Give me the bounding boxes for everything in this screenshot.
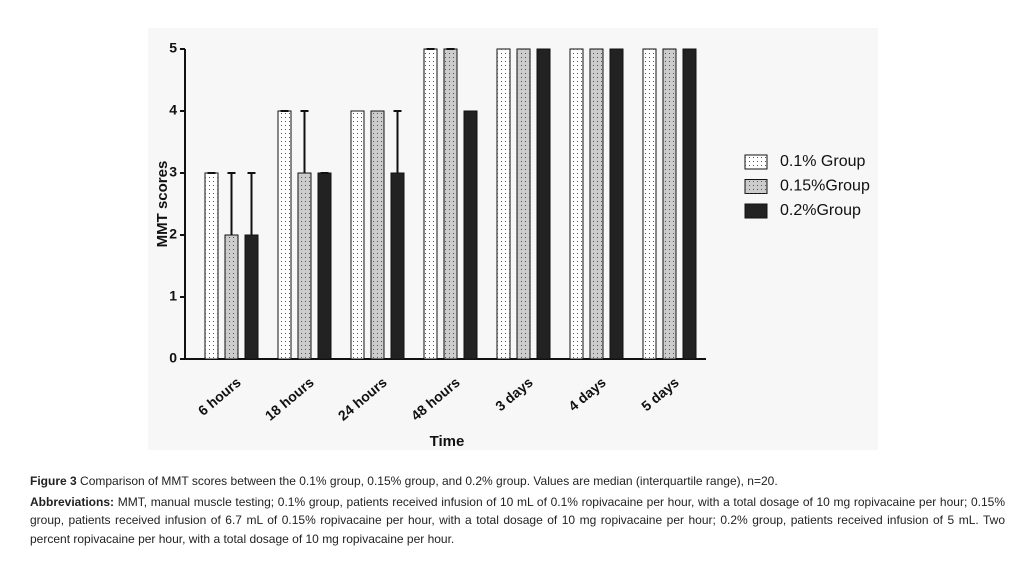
- bar-texture: [351, 111, 364, 359]
- caption-text: Comparison of MMT scores between the 0.1…: [80, 474, 778, 488]
- legend-label: 0.1% Group: [780, 153, 865, 170]
- y-tick-label: 2: [169, 226, 177, 242]
- bar: [536, 48, 551, 360]
- bar-texture: [663, 49, 676, 359]
- bar-texture: [298, 173, 311, 359]
- bar: [317, 172, 332, 360]
- legend-label: 0.15%Group: [780, 178, 870, 195]
- caption: Figure 3 Comparison of MMT scores betwee…: [30, 472, 1005, 550]
- x-axis-label: Time: [430, 433, 465, 450]
- bar: [609, 48, 624, 360]
- bar: [682, 48, 697, 360]
- bar-texture: [590, 49, 603, 359]
- y-axis-label: MMT scores: [154, 161, 171, 248]
- y-tick-label: 5: [169, 40, 177, 56]
- bar: [390, 172, 405, 360]
- bar-texture: [570, 49, 583, 359]
- bar-texture: [444, 49, 457, 359]
- legend-label: 0.2%Group: [780, 202, 861, 219]
- bar-texture: [225, 235, 238, 359]
- bar-texture: [278, 111, 291, 359]
- y-tick-label: 3: [169, 164, 177, 180]
- legend-swatch-texture: [745, 179, 767, 194]
- bar: [244, 234, 259, 360]
- bar-texture: [643, 49, 656, 359]
- plot-background: [148, 28, 878, 450]
- bar-texture: [371, 111, 384, 359]
- caption-label: Figure 3: [30, 474, 77, 488]
- bar-texture: [424, 49, 437, 359]
- y-tick-label: 4: [169, 102, 177, 118]
- bar-texture: [517, 49, 530, 359]
- y-tick-label: 0: [169, 350, 177, 366]
- bar-texture: [497, 49, 510, 359]
- abbreviations-text: MMT, manual muscle testing; 0.1% group, …: [30, 494, 1005, 546]
- caption-line: Figure 3 Comparison of MMT scores betwee…: [30, 472, 1005, 491]
- abbreviations-label: Abbreviations:: [30, 494, 115, 509]
- abbreviations: Abbreviations: MMT, manual muscle testin…: [30, 493, 1005, 549]
- bar: [463, 110, 478, 360]
- legend-swatch: [744, 203, 768, 219]
- y-tick-label: 1: [169, 288, 177, 304]
- legend-swatch-texture: [745, 155, 767, 169]
- bar-texture: [205, 173, 218, 359]
